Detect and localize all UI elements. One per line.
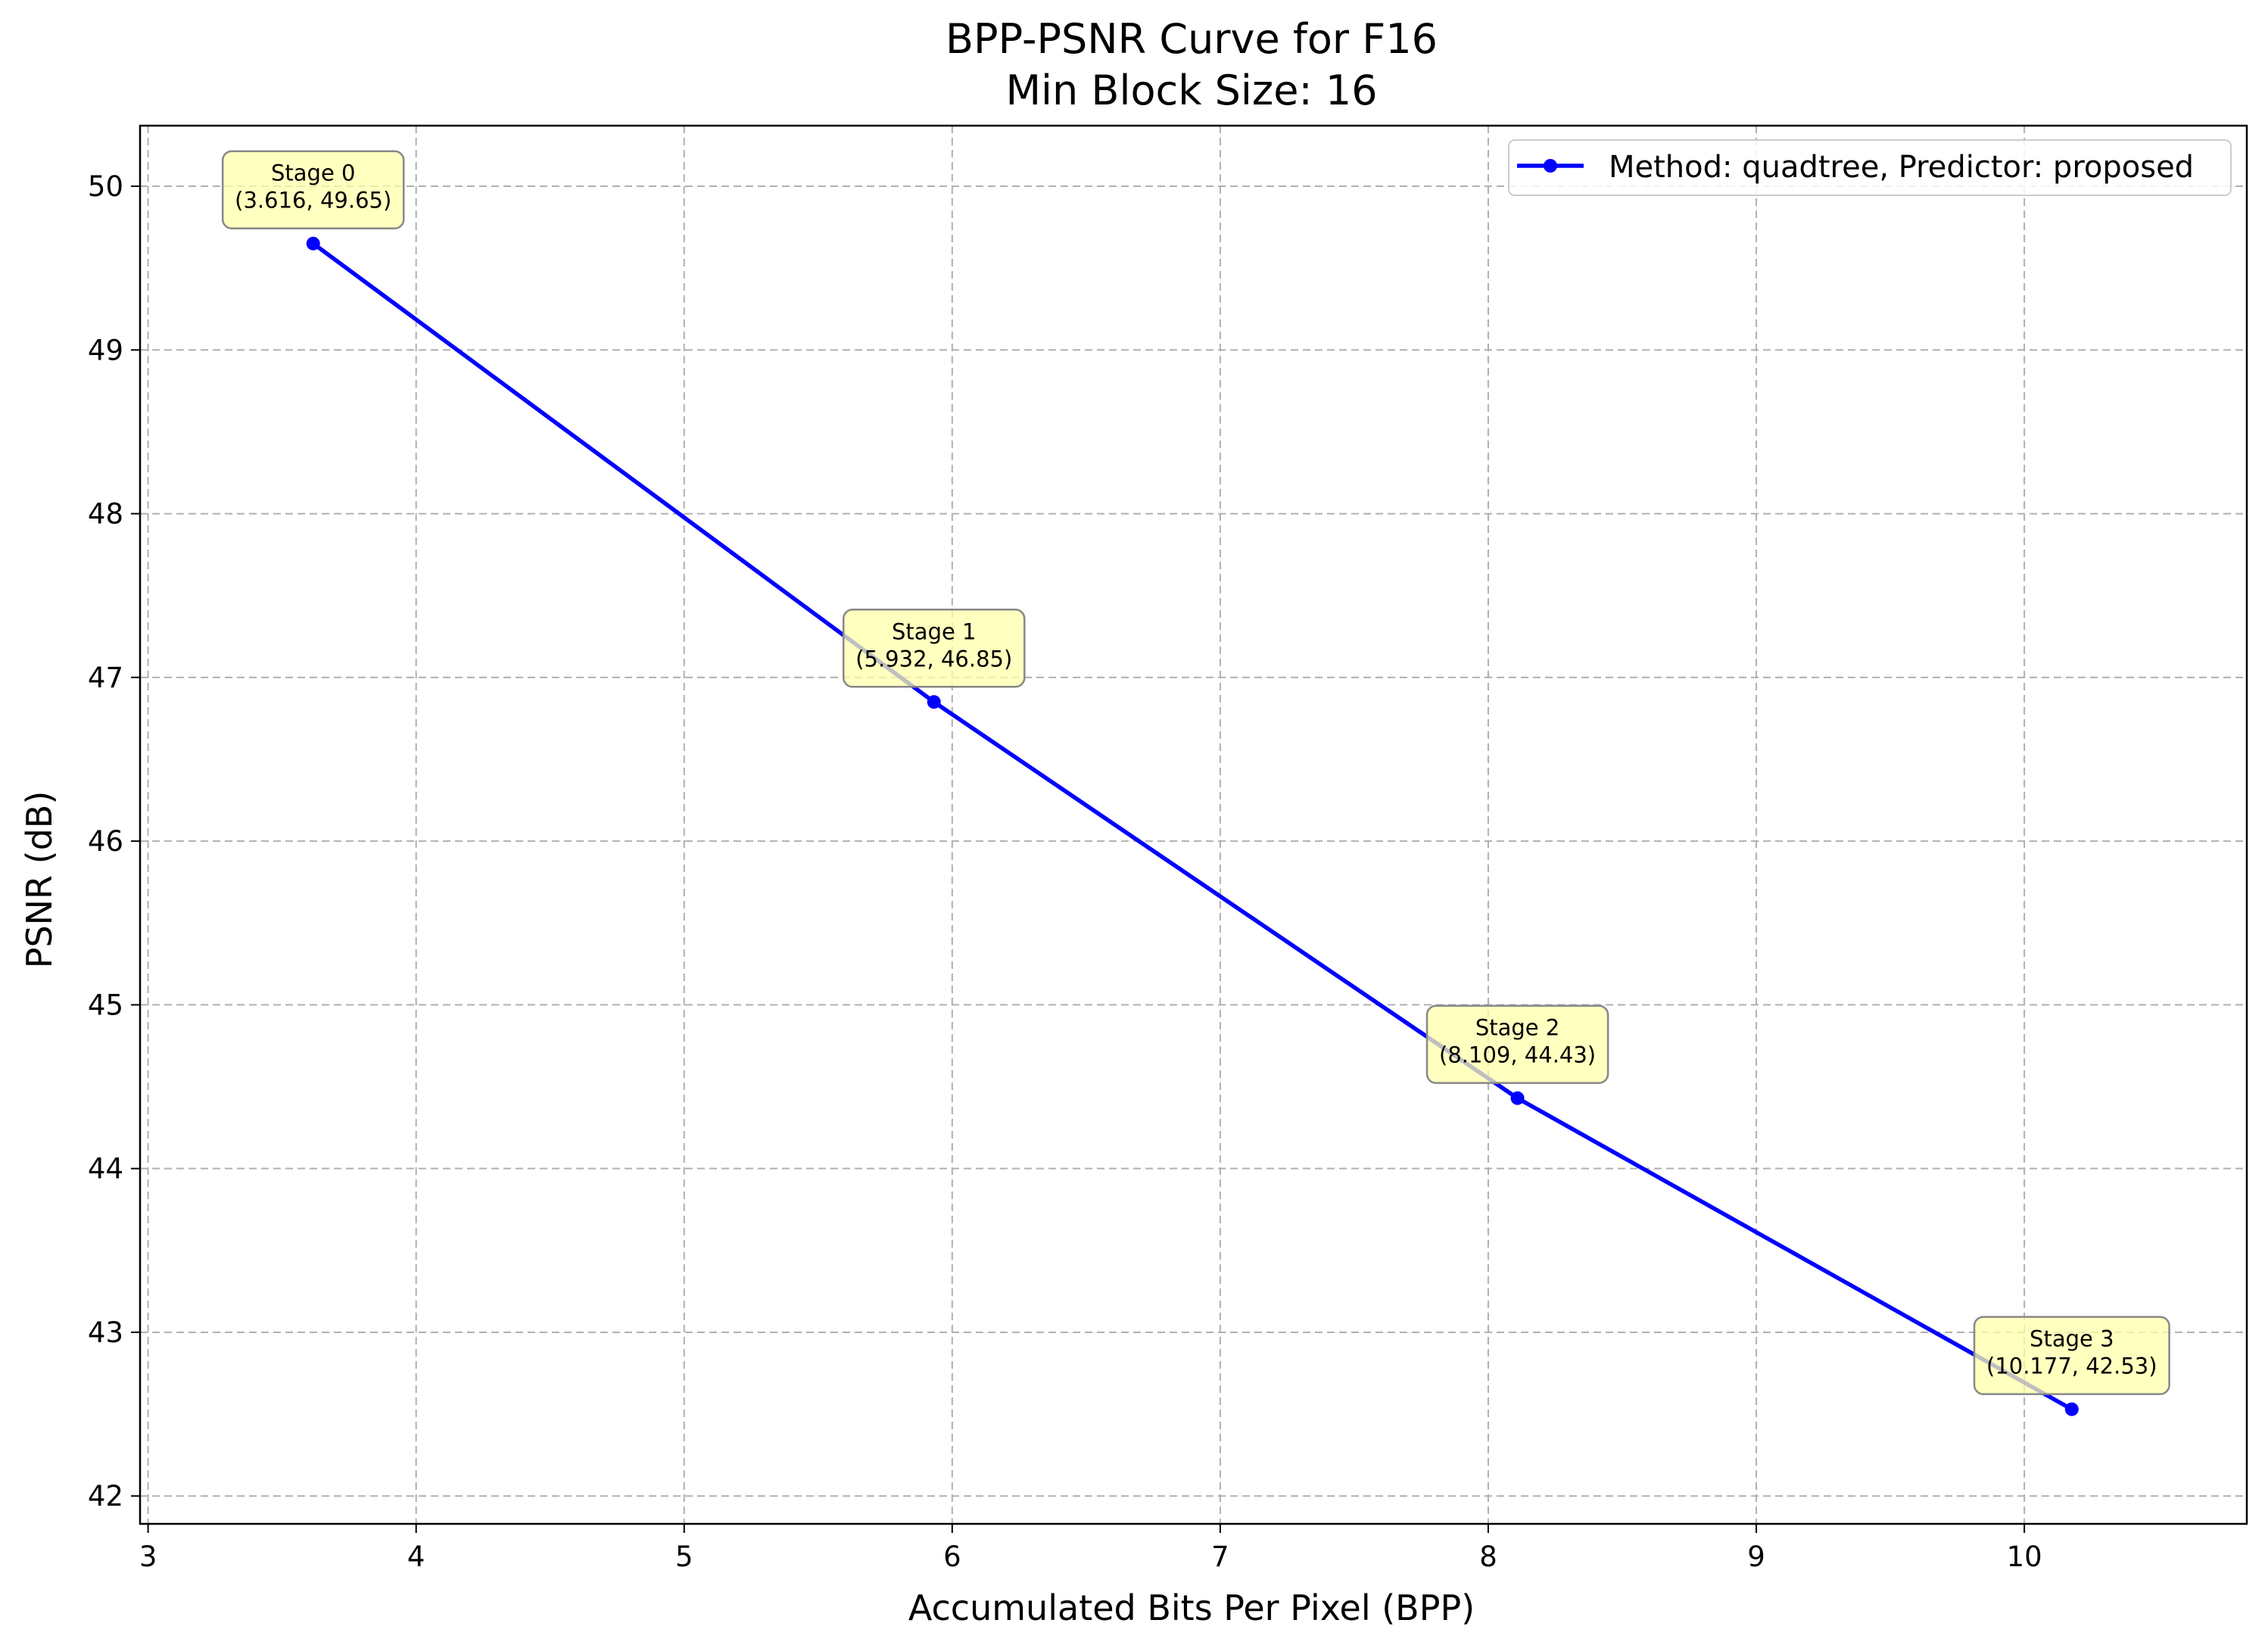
x-tick-label: 3 [139, 1541, 157, 1573]
annotation-box [842, 609, 1026, 688]
grid-layer [140, 126, 2247, 1524]
data-point [2064, 1402, 2079, 1416]
y-axis-label: PSNR (dB) [19, 791, 60, 969]
annotation-coordinate-label: (8.109, 44.43) [1439, 1042, 1596, 1068]
data-point [306, 236, 320, 251]
chart-subtitle: Min Block Size: 16 [1005, 67, 1377, 114]
point-annotation: Stage 3(10.177, 42.53) [1973, 1316, 2170, 1395]
data-point [1510, 1091, 1525, 1105]
series-line [312, 241, 2073, 1412]
plot-frame [139, 124, 2248, 1525]
x-tick-label: 10 [2007, 1541, 2042, 1573]
x-tick-label: 9 [1747, 1541, 1765, 1573]
x-tick-label: 7 [1211, 1541, 1229, 1573]
x-axis-label: Accumulated Bits Per Pixel (BPP) [908, 1587, 1475, 1628]
y-tick-label: 48 [88, 498, 123, 531]
legend-marker-swatch [1544, 159, 1557, 173]
annotation-stage-label: Stage 3 [2030, 1326, 2114, 1352]
annotation-layer: Stage 0(3.616, 49.65) Stage 1(5.932, 46.8… [221, 150, 2170, 1395]
point-annotation: Stage 1(5.932, 46.85) [842, 609, 1026, 688]
chart-title: BPP-PSNR Curve for F16 [946, 15, 1438, 63]
y-tick-label: 43 [88, 1316, 123, 1349]
x-tick-label: 4 [407, 1541, 425, 1573]
series-layer [306, 236, 2079, 1416]
point-annotation: Stage 0(3.616, 49.65) [221, 150, 405, 229]
x-tick-label: 8 [1479, 1541, 1497, 1573]
annotation-coordinate-label: (3.616, 49.65) [235, 188, 391, 213]
x-tick-label: 6 [943, 1541, 961, 1573]
annotation-box [221, 150, 405, 229]
annotation-stage-label: Stage 1 [892, 618, 976, 644]
annotation-coordinate-label: (10.177, 42.53) [1986, 1354, 2157, 1379]
y-tick-label: 47 [88, 662, 123, 694]
annotation-stage-label: Stage 0 [271, 160, 355, 186]
y-tick-label: 44 [88, 1153, 123, 1185]
x-tick-label: 5 [675, 1541, 693, 1573]
annotation-box [1973, 1316, 2170, 1395]
y-tick-label: 49 [88, 334, 123, 366]
point-annotation: Stage 2(8.109, 44.43) [1425, 1005, 1609, 1084]
annotation-stage-label: Stage 2 [1475, 1015, 1559, 1041]
annotation-coordinate-label: (5.932, 46.85) [855, 646, 1012, 671]
y-tick-label: 46 [88, 825, 123, 858]
legend-label: Method: quadtree, Predictor: proposed [1609, 150, 2194, 185]
annotation-box [1425, 1005, 1609, 1084]
y-tick-label: 42 [88, 1480, 123, 1512]
legend-box [1508, 139, 2232, 196]
legend: Method: quadtree, Predictor: proposed [1508, 139, 2232, 196]
y-tick-label: 45 [88, 989, 123, 1021]
y-tick-label: 50 [88, 170, 123, 203]
data-point [927, 695, 941, 709]
